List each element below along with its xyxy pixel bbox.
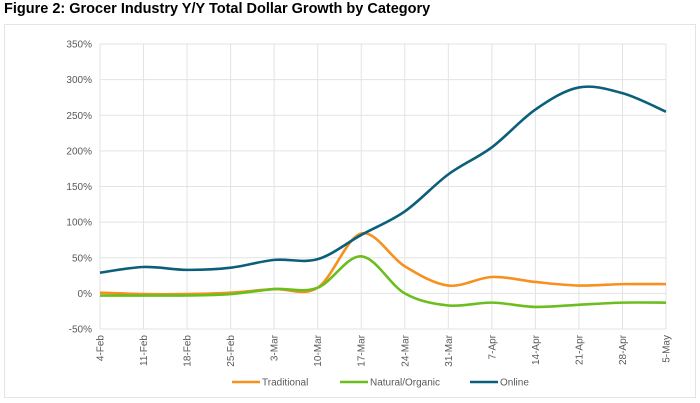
series-line-online <box>99 85 667 275</box>
x-tick-label: 7-Apr <box>487 334 498 359</box>
x-tick-label: 14-Apr <box>531 334 542 365</box>
x-tick-label: 11-Feb <box>139 335 150 366</box>
x-tick-label: 18-Feb <box>183 335 194 367</box>
x-tick-label: 25-Feb <box>226 335 237 367</box>
x-tick-label: 21-Apr <box>574 334 585 365</box>
series-line-natural-organic <box>100 255 667 309</box>
y-tick-label: 100% <box>66 218 92 229</box>
x-tick-label: 4-Feb <box>96 335 107 362</box>
legend-label: Traditional <box>262 378 308 389</box>
chart-frame <box>4 24 696 398</box>
x-tick-label: 24-Mar <box>400 334 411 366</box>
y-tick-label: 0% <box>78 289 93 300</box>
y-tick-label: 250% <box>66 111 92 122</box>
y-tick-label: 50% <box>72 253 92 264</box>
y-tick-label: 350% <box>66 40 92 51</box>
x-tick-label: 28-Apr <box>618 334 629 365</box>
y-tick-label: 200% <box>66 146 92 157</box>
series-line-traditional <box>99 232 667 296</box>
x-tick-label: 3-Mar <box>270 334 281 361</box>
legend-label: Online <box>500 378 529 389</box>
x-tick-label: 5-May <box>662 335 673 363</box>
legend-label: Natural/Organic <box>370 378 440 389</box>
y-tick-label: 300% <box>66 75 92 86</box>
x-tick-label: 10-Mar <box>313 334 324 366</box>
x-tick-label: 17-Mar <box>357 334 368 366</box>
y-tick-label: -50% <box>69 325 92 336</box>
chart-title: Figure 2: Grocer Industry Y/Y Total Doll… <box>4 1 431 17</box>
x-tick-label: 31-Mar <box>444 334 455 366</box>
y-tick-label: 150% <box>66 182 92 193</box>
